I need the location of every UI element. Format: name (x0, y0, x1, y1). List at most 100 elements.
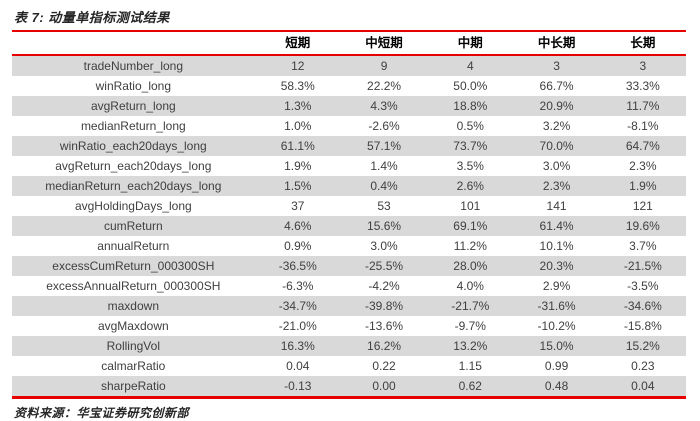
table-cell: 69.1% (453, 219, 488, 233)
column-header-blank (12, 32, 255, 56)
table-cell: 2.6% (456, 179, 484, 193)
table-cell: 0.00 (372, 379, 396, 393)
table-cell: 2.3% (542, 179, 571, 193)
table-cell: -34.6% (623, 299, 662, 313)
table-cell: 73.7% (453, 139, 488, 153)
table-cell: 50.0% (453, 79, 488, 93)
table-cell: -0.13 (284, 379, 312, 393)
row-label: avgReturn_long (90, 99, 176, 113)
table-cell: 61.4% (539, 219, 574, 233)
table-cell: 10.1% (539, 239, 574, 253)
row-label: medianReturn_long (80, 119, 186, 133)
table-row: sharpeRatio -0.13 0.00 0.62 0.48 0.04 (12, 376, 686, 398)
table-cell: -21.7% (451, 299, 490, 313)
table-cell: 57.1% (367, 139, 402, 153)
table-cell: 70.0% (539, 139, 574, 153)
table-cell: 13.2% (453, 339, 488, 353)
page-title: 表 7: 动量单指标测试结果 (12, 4, 686, 32)
table-row: tradeNumber_long 12 9 4 3 3 (12, 55, 686, 76)
table-cell: -13.6% (365, 319, 404, 333)
table-cell: 15.2% (625, 339, 660, 353)
row-label: avgReturn_each20days_long (55, 159, 212, 173)
table-cell: 3.2% (542, 119, 571, 133)
table-cell: 0.5% (456, 119, 484, 133)
table-cell: 3.5% (456, 159, 484, 173)
table-cell: 1.9% (284, 159, 312, 173)
table-cell: 141 (546, 199, 567, 213)
table-cell: 3.7% (629, 239, 657, 253)
row-label: sharpeRatio (100, 379, 166, 393)
table-cell: 3.0% (370, 239, 398, 253)
table-row: cumReturn 4.6% 15.6% 69.1% 61.4% 19.6% (12, 216, 686, 236)
table-cell: -4.2% (368, 279, 400, 293)
table-cell: 2.9% (542, 279, 571, 293)
table-cell: 1.15 (458, 359, 482, 373)
table-row: winRatio_each20days_long 61.1% 57.1% 73.7% 7… (12, 136, 686, 156)
source-note: 资料来源：华宝证券研究创新部 (14, 406, 190, 420)
column-header: 中短期 (340, 32, 428, 56)
row-label: maxdown (107, 299, 159, 313)
table-cell: 3 (639, 59, 647, 73)
table-cell: -15.8% (623, 319, 662, 333)
table-row: avgMaxdown -21.0% -13.6% -9.7% -10.2% -15.8% (12, 316, 686, 336)
table-cell: -25.5% (365, 259, 404, 273)
table-cell: -21.5% (623, 259, 662, 273)
table-cell: 15.0% (539, 339, 574, 353)
table-cell: -3.5% (627, 279, 659, 293)
table-cell: 18.8% (453, 99, 488, 113)
table-cell: 37 (291, 199, 305, 213)
table-cell: 0.23 (631, 359, 655, 373)
table-cell: 61.1% (280, 139, 315, 153)
table-row: medianReturn_long 1.0% -2.6% 0.5% 3.2% -8.1% (12, 116, 686, 136)
table-cell: 121 (632, 199, 653, 213)
table-cell: 64.7% (625, 139, 660, 153)
row-label: cumReturn (103, 219, 163, 233)
table-cell: 1.9% (629, 179, 657, 193)
table-cell: 28.0% (453, 259, 488, 273)
table-cell: 0.4% (370, 179, 398, 193)
column-header: 长期 (599, 32, 686, 56)
table-cell: 33.3% (625, 79, 660, 93)
table-cell: 15.6% (367, 219, 402, 233)
table-cell: 4.3% (370, 99, 398, 113)
table-cell: 0.04 (286, 359, 310, 373)
table-cell: 9 (380, 59, 388, 73)
table-cell: 4.0% (456, 279, 484, 293)
table-body: tradeNumber_long 12 9 4 3 3 winRatio_long 58.3%… (12, 55, 686, 398)
table-row: avgReturn_each20days_long 1.9% 1.4% 3.5% 3.0… (12, 156, 686, 176)
table-cell: 16.3% (280, 339, 315, 353)
table-cell: 19.6% (625, 219, 660, 233)
table-header-row: 短期 中短期 中期 中长期 长期 (12, 32, 686, 56)
table-cell: -9.7% (454, 319, 486, 333)
row-label: medianReturn_each20days_long (45, 179, 222, 193)
table-cell: 0.62 (458, 379, 482, 393)
column-header: 中期 (427, 32, 514, 56)
table-row: excessCumReturn_000300SH -36.5% -25.5% 28.0… (12, 256, 686, 276)
table-cell: -36.5% (278, 259, 317, 273)
table-cell: 20.9% (539, 99, 574, 113)
table-cell: 0.48 (544, 379, 569, 393)
table-cell: -10.2% (537, 319, 576, 333)
table-cell: 12 (291, 59, 305, 73)
table-cell: 20.3% (539, 259, 574, 273)
table-row: winRatio_long 58.3% 22.2% 50.0% 66.7% 33.3% (12, 76, 686, 96)
table-cell: 1.5% (284, 179, 312, 193)
row-label: avgMaxdown (97, 319, 169, 333)
table-cell: 4 (466, 59, 474, 73)
column-header: 中长期 (513, 32, 600, 56)
table-cell: 101 (460, 199, 481, 213)
results-table: 短期 中短期 中期 中长期 长期 tradeNumber_long 12 9 4 3 3 winRa… (12, 32, 686, 399)
table-cell: 11.7% (626, 99, 660, 113)
table-cell: -34.7% (278, 299, 317, 313)
row-label: winRatio_each20days_long (59, 139, 207, 153)
row-label: winRatio_long (95, 79, 172, 93)
table-row: maxdown -34.7% -39.8% -21.7% -31.6% -34.6% (12, 296, 686, 316)
table-cell: 0.99 (544, 359, 569, 373)
table-row: annualReturn 0.9% 3.0% 11.2% 10.1% 3.7% (12, 236, 686, 256)
table-cell: 66.7% (539, 79, 574, 93)
row-label: avgHoldingDays_long (74, 199, 192, 213)
table-cell: 16.2% (367, 339, 402, 353)
table-cell: 3 (553, 59, 560, 73)
table-cell: -39.8% (365, 299, 404, 313)
